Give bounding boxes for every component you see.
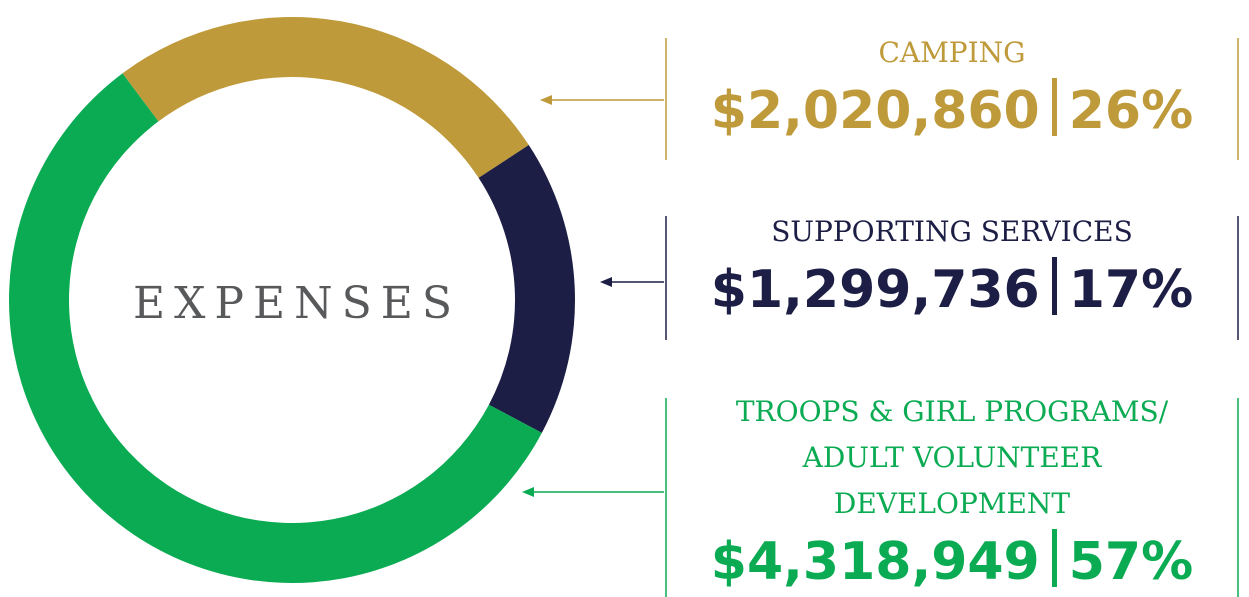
label-block: TROOPS & GIRL PROGRAMS/ ADULT VOLUNTEER … [668,389,1236,597]
amount-line: $1,299,736 17% [668,255,1236,325]
arrowhead [540,95,552,105]
donut-segment [478,145,576,433]
amount-label: $2,020,860 [710,81,1040,141]
separator [1051,257,1057,315]
category-label: SUPPORTING SERVICES [771,215,1133,248]
value-label: 26% [1068,81,1194,141]
label-block: CAMPING $2,020,860 26% [668,30,1236,146]
label-block: SUPPORTING SERVICES $1,299,736 17% [668,209,1236,325]
donut [8,16,576,584]
category-label: TROOPS & GIRL PROGRAMS/ ADULT VOLUNTEER … [735,395,1169,520]
amount-line: $4,318,949 57% [668,527,1236,597]
donut-segment [122,16,529,178]
arrowhead [600,277,612,287]
amount-line: $2,020,860 26% [668,76,1236,146]
separator [1051,529,1057,587]
center-label: EXPENSES [133,278,461,329]
category-label: CAMPING [878,36,1026,69]
value-label: 17% [1068,260,1194,320]
amount-label: $1,299,736 [710,260,1040,320]
amount-label: $4,318,949 [710,532,1040,592]
separator [1051,78,1057,136]
arrowhead [522,487,534,497]
value-label: 57% [1068,532,1194,592]
